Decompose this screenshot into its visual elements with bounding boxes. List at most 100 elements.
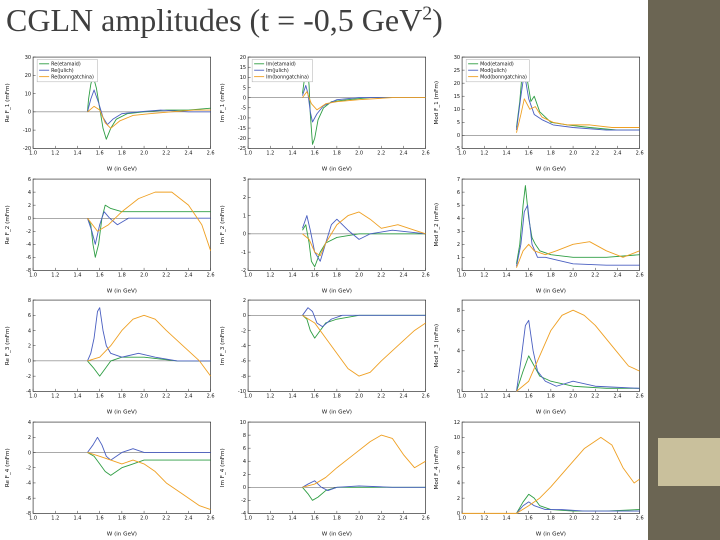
y-tick-label: -2 (241, 268, 246, 274)
y-tick-label: 6 (457, 328, 460, 334)
x-tick-label: 1.4 (503, 515, 511, 521)
x-tick-label: 2.4 (399, 394, 407, 400)
series-etamaid (301, 314, 426, 339)
y-axis-label: Mod F_2 (mFm) (434, 202, 440, 246)
x-tick-label: 2.6 (636, 151, 644, 157)
series-julich (301, 85, 426, 123)
y-tick-label: 0 (243, 231, 246, 237)
legend-box (251, 59, 313, 83)
x-axis-label: W (in GeV) (107, 409, 137, 415)
x-axis-label: W (in GeV) (107, 166, 137, 172)
series-bonngatchina (87, 105, 211, 129)
legend-label: Mod(etamaid) (480, 62, 514, 68)
y-tick-label: 0 (457, 268, 460, 274)
y-tick-label: 2 (457, 369, 460, 375)
y-tick-label: 0 (243, 95, 246, 101)
x-tick-label: 1.2 (266, 151, 274, 157)
series-julich (516, 319, 641, 392)
y-tick-label: -2 (26, 374, 31, 380)
x-tick-label: 2.4 (614, 394, 622, 400)
plot-frame (247, 299, 426, 392)
x-tick-label: 1.6 (310, 515, 318, 521)
x-tick-label: 2.0 (355, 151, 363, 157)
y-tick-label: -4 (26, 389, 31, 395)
x-tick-label: 1.8 (118, 272, 126, 278)
plot-canvas: 1.0 1.2 1.4 1.6 1.8 2.0 2.2 2.4 2.6 3 2 1 0 -1 -2 W (in… (220, 176, 430, 294)
series-bonngatchina (301, 314, 426, 377)
x-tick-label: 2.2 (592, 151, 600, 157)
y-tick-label: -6 (26, 255, 31, 261)
legend-label: Re(bonngatchina) (51, 74, 94, 80)
y-tick-label: -1 (241, 249, 246, 255)
subplot-mod-f3: 1.0 1.2 1.4 1.6 1.8 2.0 2.2 2.4 2.6 8 6 4 2 0 W (in Ge… (431, 295, 646, 417)
y-tick-label: 4 (243, 459, 246, 465)
legend-label: Mod(julich) (480, 68, 507, 74)
series-etamaid (516, 355, 640, 392)
x-tick-label: 2.0 (140, 515, 148, 521)
x-tick-label: 1.4 (503, 272, 511, 278)
x-axis-label: W (in GeV) (107, 288, 137, 294)
x-tick-label: 2.4 (184, 272, 192, 278)
x-tick-label: 1.2 (481, 394, 489, 400)
y-tick-label: 4 (28, 328, 31, 334)
x-tick-label: 1.4 (74, 394, 82, 400)
series-julich (87, 210, 211, 245)
plot-canvas: 1.0 1.2 1.4 1.6 1.8 2.0 2.2 2.4 2.6 12 10 8 6 4 2 0 W (i… (434, 419, 644, 537)
y-tick-label: 0 (457, 389, 460, 395)
y-tick-label: 1 (457, 255, 460, 261)
x-axis-label: W (in GeV) (321, 409, 351, 415)
x-axis-label: W (in GeV) (536, 409, 566, 415)
y-tick-label: -20 (23, 146, 31, 152)
x-tick-label: 1.6 (310, 272, 318, 278)
y-axis-label: Im F_2 (mFm) (220, 205, 226, 244)
x-axis-label: W (in GeV) (321, 531, 351, 537)
y-tick-label: 2 (457, 242, 460, 248)
y-tick-label: 0 (28, 110, 31, 116)
x-tick-label: 1.8 (547, 151, 555, 157)
y-tick-label: -4 (26, 242, 31, 248)
y-axis-label: Im F_3 (mFm) (220, 326, 226, 365)
y-axis-label: Im F_1 (mFm) (220, 83, 226, 122)
y-axis-label: Re F_4 (mFm) (5, 448, 11, 487)
y-tick-label: 2 (28, 435, 31, 441)
y-tick-label: 4 (28, 189, 31, 195)
y-tick-label: 6 (28, 313, 31, 319)
series-bonngatchina (302, 434, 426, 488)
x-axis-label: W (in GeV) (536, 288, 566, 294)
y-tick-label: 8 (28, 298, 31, 304)
x-tick-label: 2.6 (636, 272, 644, 278)
x-tick-label: 1.6 (96, 394, 104, 400)
y-tick-label: -10 (238, 116, 246, 122)
y-tick-label: 30 (25, 55, 31, 61)
series-julich (301, 307, 426, 328)
series-etamaid (516, 64, 640, 131)
y-tick-label: -2 (26, 229, 31, 235)
y-tick-label: 12 (454, 419, 460, 425)
series-etamaid (301, 486, 426, 501)
x-tick-label: 1.0 (29, 272, 37, 278)
x-tick-label: 1.2 (51, 272, 59, 278)
subplot-im-f2: 1.0 1.2 1.4 1.6 1.8 2.0 2.2 2.4 2.6 3 2 1 0 -1 -2 W (in… (217, 174, 432, 296)
y-tick-label: -6 (26, 495, 31, 501)
y-tick-label: 2 (457, 495, 460, 501)
x-tick-label: 2.2 (162, 515, 170, 521)
x-tick-label: 1.4 (503, 151, 511, 157)
title-close-paren: ) (432, 2, 443, 38)
x-tick-label: 2.2 (592, 394, 600, 400)
x-tick-label: 2.0 (569, 151, 577, 157)
y-tick-label: 4 (457, 349, 460, 355)
title-superscript: 2 (422, 2, 433, 25)
y-tick-label: 6 (28, 176, 31, 182)
x-tick-label: 1.0 (244, 394, 252, 400)
legend-label: Re(julich) (51, 68, 74, 74)
subplot-mod-f1: 1.0 1.2 1.4 1.6 1.8 2.0 2.2 2.4 2.6 30 25 20 15 10 5 0 -… (431, 52, 646, 174)
y-tick-label: 4 (457, 216, 460, 222)
x-tick-label: 2.4 (184, 151, 192, 157)
x-axis-label: W (in GeV) (536, 166, 566, 172)
x-tick-label: 1.0 (29, 394, 37, 400)
x-tick-label: 1.2 (481, 272, 489, 278)
x-tick-label: 1.2 (51, 394, 59, 400)
x-tick-label: 1.0 (458, 272, 466, 278)
y-tick-label: 3 (243, 176, 246, 182)
y-tick-label: 1 (243, 213, 246, 219)
